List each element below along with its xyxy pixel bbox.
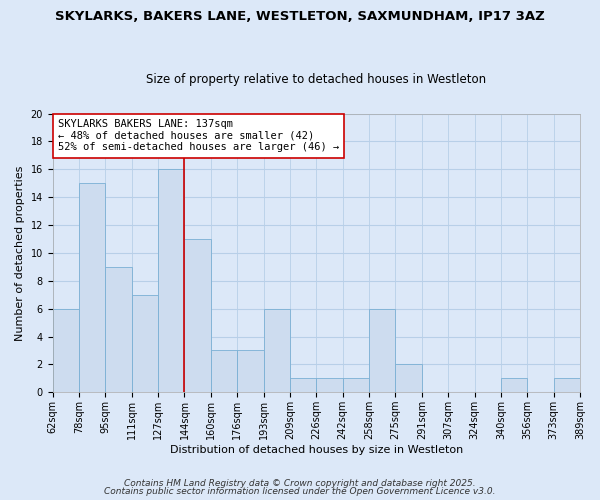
X-axis label: Distribution of detached houses by size in Westleton: Distribution of detached houses by size … — [170, 445, 463, 455]
Bar — [343, 378, 369, 392]
Bar — [369, 308, 395, 392]
Text: SKYLARKS, BAKERS LANE, WESTLETON, SAXMUNDHAM, IP17 3AZ: SKYLARKS, BAKERS LANE, WESTLETON, SAXMUN… — [55, 10, 545, 23]
Bar — [237, 350, 263, 393]
Bar — [554, 378, 580, 392]
Bar — [501, 378, 527, 392]
Bar — [316, 378, 343, 392]
Bar — [53, 308, 79, 392]
Bar — [79, 183, 106, 392]
Bar — [158, 170, 184, 392]
Bar — [290, 378, 316, 392]
Bar — [132, 294, 158, 392]
Bar — [395, 364, 422, 392]
Bar — [263, 308, 290, 392]
Bar — [106, 267, 132, 392]
Bar — [211, 350, 237, 393]
Text: SKYLARKS BAKERS LANE: 137sqm
← 48% of detached houses are smaller (42)
52% of se: SKYLARKS BAKERS LANE: 137sqm ← 48% of de… — [58, 119, 339, 152]
Title: Size of property relative to detached houses in Westleton: Size of property relative to detached ho… — [146, 73, 487, 86]
Y-axis label: Number of detached properties: Number of detached properties — [15, 165, 25, 340]
Bar — [184, 239, 211, 392]
Text: Contains HM Land Registry data © Crown copyright and database right 2025.: Contains HM Land Registry data © Crown c… — [124, 478, 476, 488]
Text: Contains public sector information licensed under the Open Government Licence v3: Contains public sector information licen… — [104, 487, 496, 496]
